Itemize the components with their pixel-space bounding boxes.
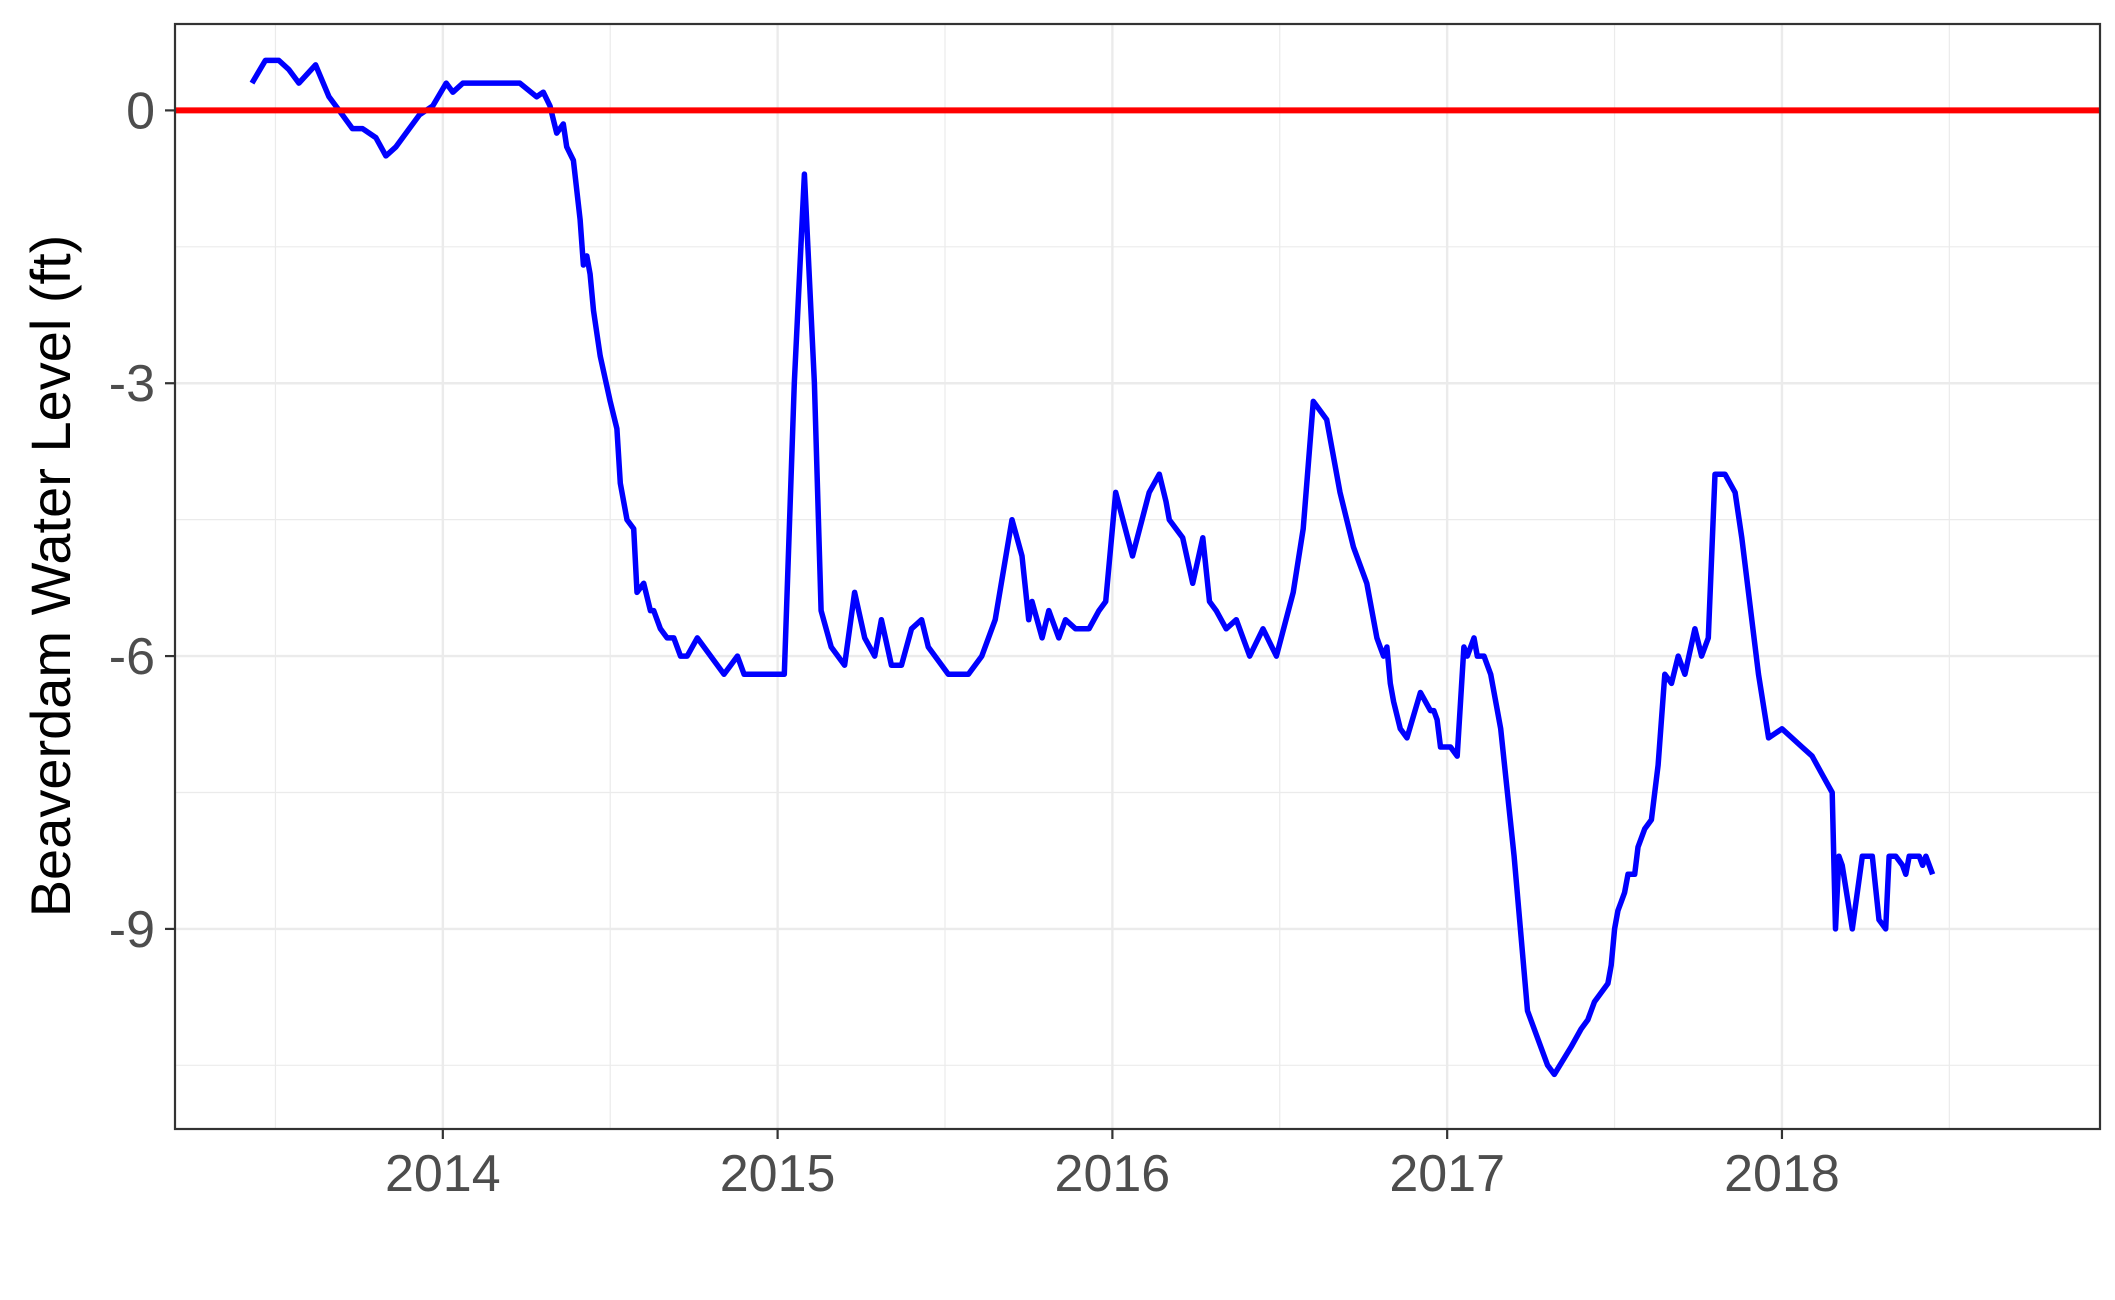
y-tick-label: 0 <box>126 82 155 140</box>
x-tick-label: 2017 <box>1389 1145 1505 1203</box>
x-tick-label: 2018 <box>1724 1145 1840 1203</box>
x-tick-label: 2015 <box>720 1145 836 1203</box>
y-tick-label: -9 <box>109 901 155 959</box>
x-tick-label: 2014 <box>385 1145 501 1203</box>
y-tick-label: -3 <box>109 355 155 413</box>
y-tick-label: -6 <box>109 628 155 686</box>
y-axis-title: Beaverdam Water Level (ft) <box>19 235 82 918</box>
x-tick-label: 2016 <box>1055 1145 1171 1203</box>
